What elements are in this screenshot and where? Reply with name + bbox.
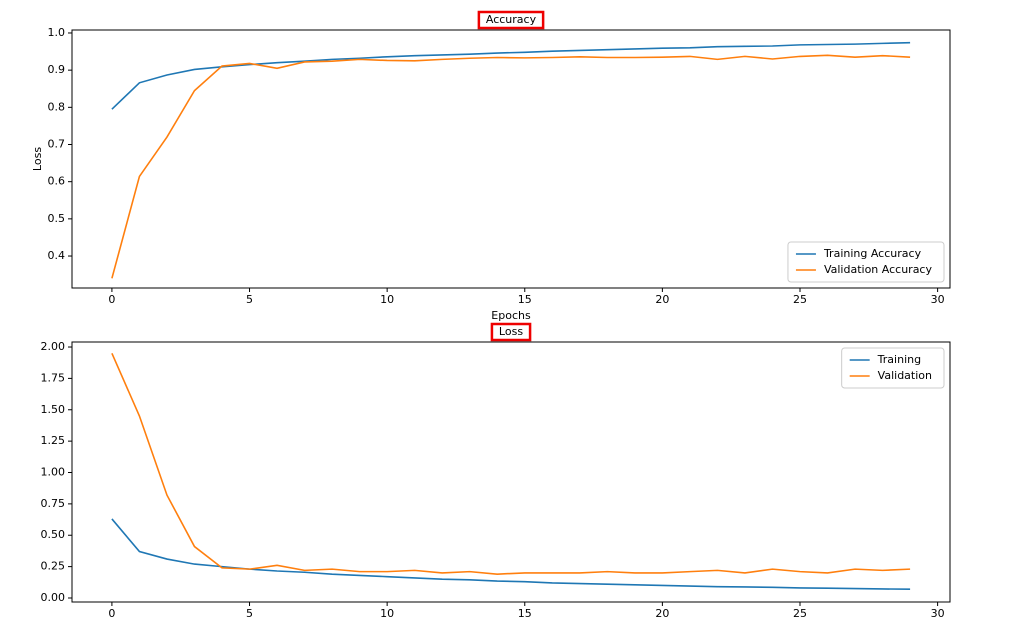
x-tick-label: 25 [793,293,807,306]
line-series [111,518,911,590]
x-tick-label: 0 [108,293,115,306]
line-series [111,41,911,110]
title-highlight [490,322,532,342]
x-tick-label: 5 [246,293,253,306]
y-tick-label: 0.50 [41,528,66,541]
x-axis-label: Epochs [491,309,531,322]
x-tick-label: 15 [518,607,532,620]
legend-box [841,347,945,389]
y-tick-label: 1.50 [41,403,66,416]
y-tick-label: 0.5 [48,212,66,225]
y-tick-label: 1.75 [41,371,66,384]
line-series [111,352,911,575]
x-tick-label: 5 [246,607,253,620]
y-tick-label: 0.6 [48,175,66,188]
x-tick-label: 15 [518,293,532,306]
y-tick-label: 0.7 [48,138,66,151]
x-tick-label: 20 [655,607,669,620]
y-tick-label: 1.0 [48,26,66,39]
x-tick-label: 10 [380,293,394,306]
y-tick-label: 1.00 [41,466,66,479]
y-tick-label: 0.00 [41,591,66,604]
x-tick-label: 30 [931,293,945,306]
y-tick-label: 0.75 [41,497,66,510]
y-axis-label: Loss [31,147,44,171]
x-tick-label: 10 [380,607,394,620]
y-tick-label: 2.00 [41,340,66,353]
legend-label: Training Accuracy [823,247,922,260]
plot-frame [71,341,951,603]
x-tick-label: 25 [793,607,807,620]
x-tick-label: 0 [108,607,115,620]
y-tick-label: 0.4 [48,249,66,262]
chart-title: Loss [499,325,523,338]
x-tick-label: 30 [931,607,945,620]
y-tick-label: 0.9 [48,63,66,76]
plot-frame [71,29,951,289]
y-tick-label: 0.8 [48,100,66,113]
line-series [111,54,911,279]
chart-title: Accuracy [486,13,537,26]
y-tick-label: 0.25 [41,560,66,573]
legend-label: Validation [878,369,932,382]
x-tick-label: 20 [655,293,669,306]
y-tick-label: 1.25 [41,434,66,447]
legend-label: Training [877,353,921,366]
legend-label: Validation Accuracy [824,263,933,276]
title-highlight [477,10,545,30]
legend-box [787,241,945,283]
